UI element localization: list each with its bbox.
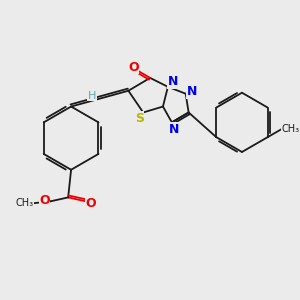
- Text: S: S: [135, 112, 144, 125]
- Text: CH₃: CH₃: [16, 198, 34, 208]
- Text: N: N: [169, 123, 179, 136]
- Text: H: H: [88, 91, 96, 101]
- Text: O: O: [39, 194, 50, 207]
- Text: N: N: [168, 75, 178, 88]
- Text: N: N: [186, 85, 197, 98]
- Text: O: O: [128, 61, 139, 74]
- Text: CH₃: CH₃: [281, 124, 299, 134]
- Text: O: O: [85, 197, 96, 210]
